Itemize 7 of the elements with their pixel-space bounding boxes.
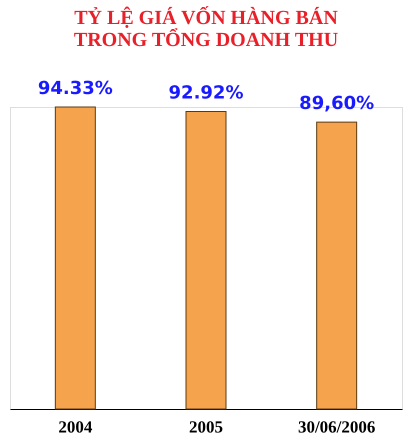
data-label: 89,60%	[299, 93, 374, 114]
x-tick-label: 2005	[189, 418, 223, 436]
data-label: 92.92%	[168, 82, 244, 104]
x-tick-label: 30/06/2006	[298, 418, 376, 436]
chart-title: TỶ LỆ GIÁ VỐN HÀNG BÁN TRONG TỔNG DOANH THU	[74, 6, 338, 51]
data-label: 94.33%	[38, 78, 113, 99]
x-tick-label: 2004	[58, 418, 93, 436]
